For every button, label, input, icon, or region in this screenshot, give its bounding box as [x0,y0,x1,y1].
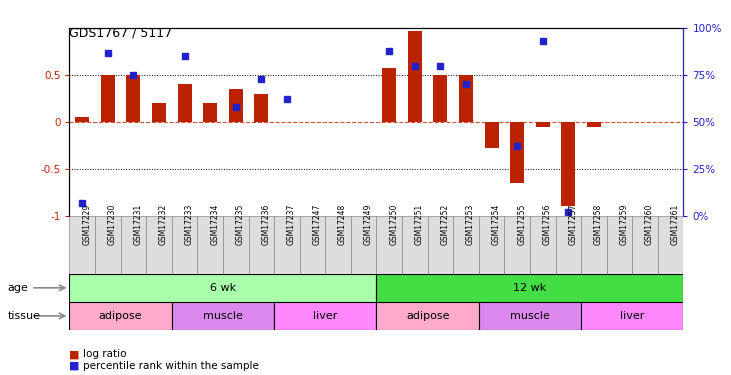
Bar [75,117,89,122]
Bar [249,216,274,274]
Bar [325,216,351,274]
Text: GSM17232: GSM17232 [159,204,168,245]
Bar [172,216,197,274]
Bar [223,216,249,274]
Bar [126,75,140,122]
Bar [536,122,550,127]
Bar [376,302,479,330]
Bar [101,75,115,122]
Bar [382,68,396,122]
Text: ■: ■ [69,361,80,370]
Bar [274,302,376,330]
Text: liver: liver [313,311,338,321]
Text: GSM17248: GSM17248 [338,204,347,245]
Text: adipose: adipose [406,311,450,321]
Bar [433,75,447,122]
Bar [408,31,422,122]
Text: GSM17235: GSM17235 [235,204,245,245]
Bar [561,122,575,206]
Text: GSM17229: GSM17229 [83,204,91,245]
Bar [428,216,453,274]
Bar [453,216,479,274]
Bar [178,84,192,122]
Text: log ratio: log ratio [83,350,126,359]
Bar [556,216,581,274]
Text: percentile rank within the sample: percentile rank within the sample [83,361,259,370]
Text: GSM17252: GSM17252 [440,204,450,245]
Bar [632,216,658,274]
Bar [510,122,524,183]
Bar [459,75,473,122]
Bar [479,216,504,274]
Text: GSM17258: GSM17258 [594,204,603,245]
Bar [152,103,166,122]
Text: GSM17251: GSM17251 [415,204,424,245]
Text: GSM17236: GSM17236 [262,204,270,245]
Bar [479,302,581,330]
Text: GSM17255: GSM17255 [517,204,526,245]
Bar [69,216,95,274]
Bar [351,216,376,274]
Text: liver: liver [620,311,645,321]
Bar [229,89,243,122]
Text: adipose: adipose [99,311,143,321]
Text: muscle: muscle [510,311,550,321]
Bar [587,122,601,127]
Text: GSM17250: GSM17250 [389,204,398,245]
Text: 6 wk: 6 wk [210,283,236,293]
Text: GSM17230: GSM17230 [108,204,117,245]
Bar [69,274,376,302]
Bar [530,216,556,274]
Bar [121,216,146,274]
Text: GSM17260: GSM17260 [645,204,654,245]
Bar [402,216,428,274]
Bar [581,216,607,274]
Text: GSM17259: GSM17259 [620,204,629,245]
Bar [274,216,300,274]
Text: GSM17256: GSM17256 [542,204,552,245]
Text: GSM17234: GSM17234 [211,204,219,245]
Bar [485,122,499,148]
Text: GSM17237: GSM17237 [287,204,296,245]
Text: GSM17254: GSM17254 [491,204,501,245]
Text: age: age [7,283,29,293]
Text: GSM17231: GSM17231 [133,204,143,245]
Text: 12 wk: 12 wk [513,283,547,293]
Bar [376,216,402,274]
Bar [95,216,121,274]
Bar [607,216,632,274]
Text: GSM17247: GSM17247 [313,204,322,245]
Bar [197,216,223,274]
Text: ■: ■ [69,350,80,359]
Bar [203,103,217,122]
Text: GSM17233: GSM17233 [184,204,194,245]
Bar [146,216,172,274]
Text: muscle: muscle [203,311,243,321]
Bar [658,216,683,274]
Bar [581,302,683,330]
Text: GSM17257: GSM17257 [569,204,577,245]
Bar [254,94,268,122]
Text: GSM17253: GSM17253 [466,204,475,245]
Bar [172,302,274,330]
Bar [376,274,683,302]
Text: GDS1767 / 5117: GDS1767 / 5117 [69,26,173,39]
Bar [504,216,530,274]
Text: GSM17249: GSM17249 [363,204,373,245]
Bar [300,216,325,274]
Text: tissue: tissue [7,311,40,321]
Bar [69,302,172,330]
Text: GSM17261: GSM17261 [670,204,680,245]
